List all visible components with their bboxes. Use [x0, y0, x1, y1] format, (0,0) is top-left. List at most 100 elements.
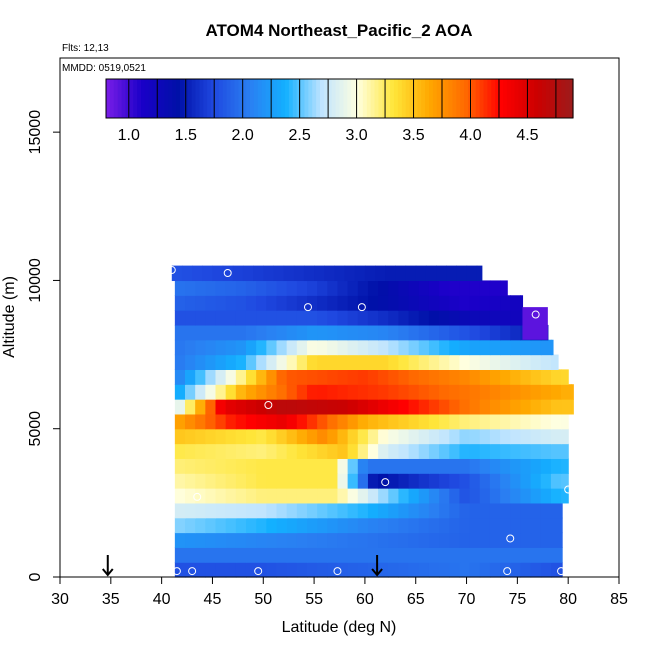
heatmap-cell	[449, 488, 461, 504]
heatmap-cell	[225, 399, 237, 415]
sample-point	[564, 485, 573, 494]
heatmap-cell	[256, 443, 267, 459]
heatmap-cell	[235, 488, 247, 504]
heatmap-cell	[489, 502, 501, 519]
heatmap-cell	[215, 280, 227, 296]
colorbar-segment	[386, 79, 391, 118]
heatmap-cell	[347, 443, 359, 459]
heatmap-cell	[215, 443, 227, 459]
heatmap-cell	[469, 547, 481, 563]
heatmap-cell	[347, 488, 359, 504]
heatmap-cell	[256, 384, 267, 400]
heatmap-cell	[449, 384, 461, 400]
colorbar-segment	[526, 79, 531, 118]
heatmap-cell	[378, 295, 389, 311]
heatmap-cell	[357, 384, 369, 400]
heatmap-cell	[347, 562, 359, 578]
heatmap-cell	[185, 295, 196, 311]
heatmap-cell	[306, 354, 318, 370]
heatmap-cell	[367, 547, 379, 563]
heatmap-cell	[215, 562, 227, 578]
heatmap-cell	[195, 339, 206, 356]
colorbar-segment	[222, 79, 228, 118]
y-axis: 0 5000 10000 15000	[27, 110, 60, 581]
heatmap-cell	[500, 324, 511, 341]
heatmap-cell	[317, 488, 328, 504]
flight-arrow-head	[371, 568, 383, 577]
heatmap-cell	[174, 399, 186, 415]
heatmap-cell	[205, 384, 217, 400]
y-tick-label: 10000	[27, 258, 44, 303]
sample-point	[223, 269, 232, 278]
heatmap-cell	[235, 295, 247, 311]
heatmap-cell	[469, 354, 481, 370]
heatmap-cell	[418, 295, 430, 311]
x-tick-label: 65	[407, 591, 425, 608]
colorbar-segment	[152, 79, 158, 118]
heatmap-cell	[192, 265, 203, 282]
heatmap-cell	[571, 384, 574, 400]
heatmap-cell	[185, 502, 196, 519]
heatmap-cell	[530, 443, 542, 459]
heatmap-cell	[357, 413, 369, 430]
heatmap-cell	[520, 547, 532, 563]
heatmap-cell	[195, 280, 206, 296]
heatmap-cell	[449, 502, 461, 519]
heatmap-cell	[561, 458, 569, 474]
heatmap-cell	[510, 532, 522, 548]
heatmap-cell	[388, 384, 400, 400]
heatmap-cell	[276, 280, 288, 296]
colorbar-segment	[530, 79, 535, 118]
heatmap-cell	[500, 502, 511, 519]
heatmap-cell	[357, 339, 369, 356]
colorbar-segment	[432, 79, 438, 118]
heatmap-cell	[266, 443, 278, 459]
heatmap-cell	[306, 517, 318, 534]
heatmap-cell	[469, 413, 481, 430]
heatmap-cell	[276, 428, 288, 445]
heatmap-cell	[235, 547, 247, 563]
heatmap-cell	[256, 473, 267, 489]
y-axis-label: Altitude (m)	[1, 276, 18, 358]
heatmap-cell	[418, 562, 430, 578]
heatmap-cell	[195, 517, 206, 534]
heatmap-cell	[317, 324, 328, 341]
heatmap-cell	[520, 354, 532, 370]
heatmap-cell	[232, 265, 244, 282]
x-tick-label: 50	[254, 591, 272, 608]
heatmap-cell	[266, 324, 278, 341]
heatmap-cell	[185, 443, 196, 459]
heatmap-cell	[357, 428, 369, 445]
heatmap-cell	[327, 428, 339, 445]
heatmap-cell	[449, 532, 461, 548]
flight-arrow	[102, 555, 114, 577]
colorbar-segment	[246, 79, 251, 118]
heatmap-cell	[540, 473, 552, 489]
heatmap-cell	[276, 399, 288, 415]
heatmap-cell	[215, 488, 227, 504]
heatmap-cell	[205, 428, 217, 445]
heatmap-cell	[418, 502, 430, 519]
heatmap-cell	[225, 339, 237, 356]
heatmap-cell	[215, 339, 227, 356]
heatmap-cell	[378, 458, 389, 474]
heatmap-cell	[418, 280, 430, 296]
heatmap-cell	[428, 384, 440, 400]
heatmap-cell	[174, 413, 186, 430]
heatmap-cell	[459, 324, 471, 341]
heatmap-cell	[388, 399, 400, 415]
heatmap-cell	[459, 280, 471, 296]
heatmap-cell	[520, 295, 524, 311]
heatmap-cell	[428, 428, 440, 445]
heatmap-cell	[459, 295, 471, 311]
colorbar: 1.0 1.5 2.0 2.5 3.0 3.5 4.0 4.5	[105, 78, 574, 144]
heatmap-cell	[205, 443, 217, 459]
colorbar-segment	[440, 79, 446, 118]
heatmap-cell	[215, 413, 227, 430]
heatmap-cell	[286, 428, 298, 445]
heatmap-cell	[500, 310, 511, 326]
heatmap-cell	[439, 502, 450, 519]
heatmap-cell	[327, 517, 339, 534]
heatmap-cell	[469, 458, 481, 474]
heatmap-cell	[276, 443, 288, 459]
